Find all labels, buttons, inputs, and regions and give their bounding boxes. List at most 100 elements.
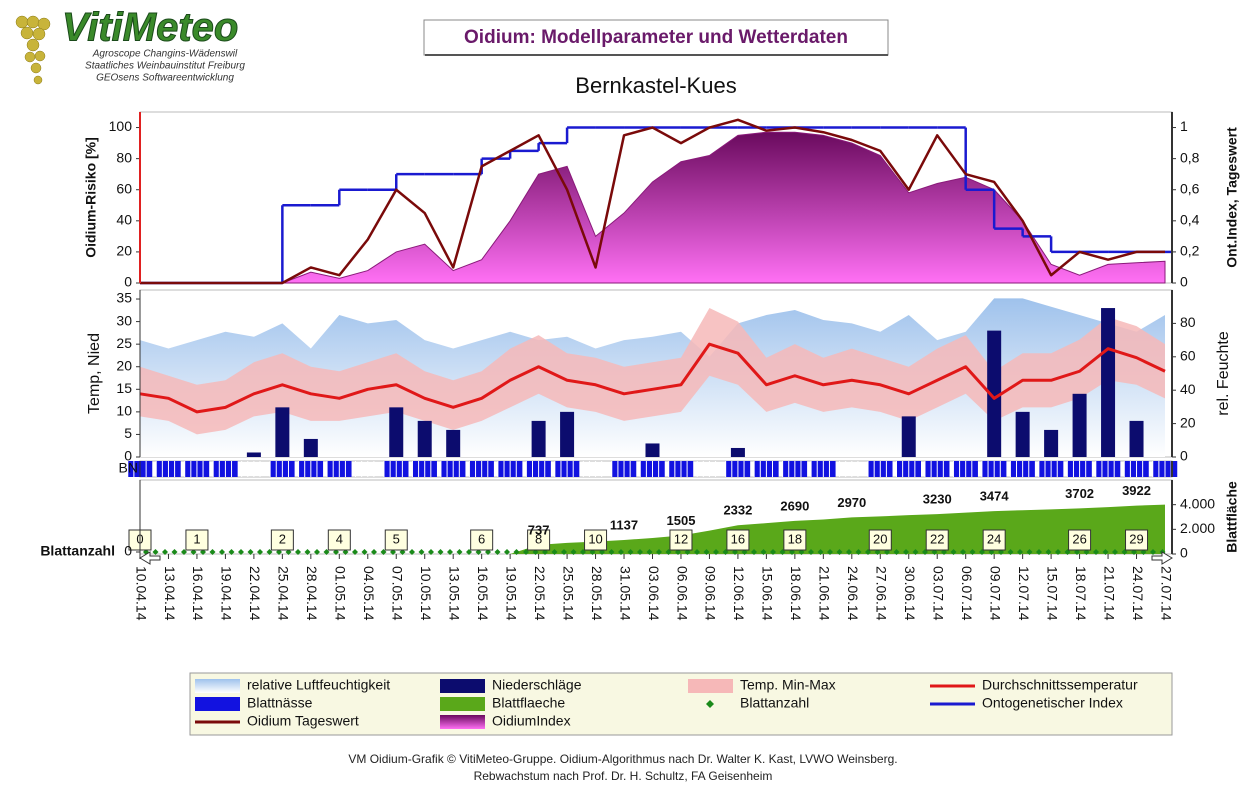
precip-bar xyxy=(987,330,1002,457)
y2-tick-label: 0 xyxy=(1180,448,1188,464)
leaf-marker xyxy=(494,549,501,555)
leaf-marker xyxy=(304,549,311,555)
y2-tick-label: 0,2 xyxy=(1180,243,1200,259)
legend-label: OidiumIndex xyxy=(492,713,571,729)
leaf-marker xyxy=(209,549,216,555)
x-tick-label: 01.05.14 xyxy=(333,566,349,621)
y-tick-label: 10 xyxy=(116,403,132,419)
leaf-marker xyxy=(1036,549,1042,555)
leaf-count-label: 4 xyxy=(336,531,343,546)
leaf-marker xyxy=(428,549,434,555)
leaf-marker xyxy=(551,549,558,555)
value-label: 2332 xyxy=(723,503,752,518)
x-tick-label: 22.04.14 xyxy=(247,566,263,621)
leaf-count-label: 1 xyxy=(193,531,200,546)
legend-label: Blattanzahl xyxy=(740,695,809,711)
value-label: 3230 xyxy=(923,492,952,507)
x-tick-label: 27.06.14 xyxy=(874,566,890,621)
y-tick-label: 40 xyxy=(116,212,132,228)
legend-swatch xyxy=(688,679,733,693)
legend-label: Niederschläge xyxy=(492,677,582,693)
leaf-marker xyxy=(1150,549,1156,555)
leaf-marker xyxy=(1007,549,1014,555)
legend-swatch xyxy=(706,700,714,708)
value-label: 3922 xyxy=(1122,483,1151,498)
leaf-marker xyxy=(836,549,843,555)
x-tick-label: 28.05.14 xyxy=(589,566,605,621)
y2-axis-label: Ont.Index, Tageswert xyxy=(1224,127,1240,268)
precip-bar xyxy=(1101,308,1116,457)
leaf-count-label: 18 xyxy=(788,531,802,546)
leaf-marker xyxy=(1055,549,1061,555)
legend-swatch xyxy=(195,697,240,711)
x-tick-label: 19.04.14 xyxy=(219,566,235,621)
leaf-count-box xyxy=(327,529,351,551)
y2-tick-label: 60 xyxy=(1180,348,1196,364)
leaf-marker xyxy=(570,549,577,555)
leaf-marker xyxy=(608,549,615,555)
leaf-marker xyxy=(751,549,757,555)
x-tick-label: 24.07.14 xyxy=(1130,566,1146,621)
temp-band xyxy=(140,308,1165,435)
leaf-marker xyxy=(513,549,520,555)
leaf-count-box xyxy=(470,529,494,551)
leaf-marker xyxy=(855,549,862,555)
y-tick-label: 80 xyxy=(116,149,132,165)
precip-bar xyxy=(389,407,404,457)
value-label: 3474 xyxy=(980,489,1010,504)
x-tick-label: 12.06.14 xyxy=(731,566,747,621)
leaf-marker xyxy=(950,549,957,555)
logo-text: VitiMeteo xyxy=(62,6,238,50)
y2-tick-label: 2.000 xyxy=(1180,520,1215,536)
leaf-marker xyxy=(1093,549,1099,555)
x-tick-label: 22.05.14 xyxy=(532,566,548,621)
legend-swatch xyxy=(440,715,485,729)
legend-swatch xyxy=(440,697,485,711)
leaf-marker xyxy=(257,549,263,555)
leaf-marker xyxy=(447,549,453,555)
leaf-count-label: 5 xyxy=(393,531,400,546)
y-tick-label: 60 xyxy=(116,180,132,196)
y-axis-label: Temp, Nied xyxy=(86,333,103,414)
x-tick-label: 03.07.14 xyxy=(931,566,947,621)
leaf-marker xyxy=(627,549,634,555)
page-title: Oidium: Modellparameter und Wetterdaten xyxy=(464,27,848,48)
leaf-marker xyxy=(409,549,415,555)
plot xyxy=(127,461,1178,477)
leaf-marker xyxy=(504,549,510,555)
precip-bar xyxy=(1072,393,1087,457)
leaf-marker xyxy=(456,549,463,555)
logo: VitiMeteo Agroscope Changins-Wädenswil S… xyxy=(15,5,245,85)
leaf-marker xyxy=(713,549,719,555)
leaf-count-label: 10 xyxy=(588,531,602,546)
x-tick-label: 09.06.14 xyxy=(703,566,719,621)
x-tick-label: 21.07.14 xyxy=(1101,566,1117,621)
y2-tick-label: 4.000 xyxy=(1180,495,1215,511)
x-tick-label: 18.07.14 xyxy=(1073,566,1089,621)
y2-axis-label: rel. Feuchte xyxy=(1215,331,1232,416)
leaf-marker xyxy=(808,549,814,555)
precip-bar xyxy=(901,416,916,457)
logo-line: Staatliches Weinbauinstitut Freiburg xyxy=(85,61,245,72)
x-tick-label: 27.07.14 xyxy=(1158,566,1174,621)
y2-tick-label: 0,8 xyxy=(1180,149,1200,165)
y-tick-label: 0 xyxy=(124,274,132,290)
x-tick-label: 16.04.14 xyxy=(190,566,206,621)
value-label: 2690 xyxy=(780,498,809,513)
legend-label: Blattflaeche xyxy=(492,695,565,711)
legend-label: Ontogenetischer Index xyxy=(982,695,1123,711)
leaf-marker xyxy=(893,549,900,555)
leaf-count-box xyxy=(783,529,807,551)
leaf-marker xyxy=(637,549,643,555)
y-axis-label: BN xyxy=(119,460,138,476)
y-tick-label: 35 xyxy=(116,290,132,306)
logo-line: Agroscope Changins-Wädenswil xyxy=(92,49,238,60)
leaf-marker xyxy=(228,549,235,555)
leaf-marker xyxy=(361,549,368,555)
y2-tick-label: 0 xyxy=(1180,274,1188,290)
precip-bar xyxy=(1015,411,1030,457)
y-tick-label: 25 xyxy=(116,335,132,351)
x-tick-label: 18.06.14 xyxy=(788,566,804,621)
precip-bar xyxy=(730,447,745,457)
